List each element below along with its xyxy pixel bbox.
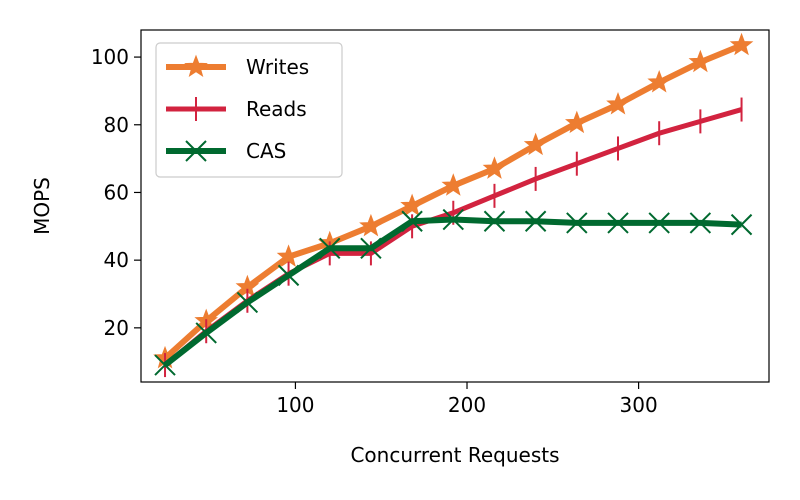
x-axis-label: Concurrent Requests <box>350 443 559 467</box>
data-point-writes <box>400 193 424 217</box>
x-axis: 100 200 300 <box>276 382 658 417</box>
data-point-writes <box>565 110 589 134</box>
x-tick-label: 300 <box>620 393 658 417</box>
y-tick-label: 60 <box>104 180 129 204</box>
series-cas <box>154 208 753 376</box>
data-point-cas <box>607 212 629 234</box>
y-axis: 20 40 60 80 100 <box>91 45 141 340</box>
x-tick-label: 100 <box>276 393 314 417</box>
legend-item-reads: Reads <box>166 97 307 121</box>
legend-marker-cas <box>185 140 207 162</box>
legend-label: Reads <box>246 97 307 121</box>
data-point-writes <box>606 92 630 115</box>
data-point-cas <box>195 322 217 344</box>
data-point-cas <box>689 212 712 234</box>
legend-label: Writes <box>246 55 309 79</box>
data-point-writes <box>647 70 672 93</box>
data-point-cas <box>154 354 176 376</box>
y-axis-label: MOPS <box>30 177 54 235</box>
legend: Writes Reads CAS <box>155 42 343 178</box>
plot-frame <box>140 29 770 383</box>
data-point-writes <box>523 132 548 156</box>
data-point-writes <box>729 32 754 56</box>
data-point-cas <box>277 264 300 287</box>
y-tick-label: 20 <box>104 316 129 340</box>
data-point-writes <box>276 244 301 267</box>
data-point-cas <box>360 237 382 260</box>
data-point-cas <box>730 213 753 236</box>
data-point-cas <box>648 212 670 234</box>
data-point-cas <box>319 237 341 260</box>
legend-item-cas: CAS <box>166 139 286 163</box>
y-tick-label: 40 <box>104 248 129 272</box>
data-point-cas <box>442 208 464 231</box>
x-tick-label: 200 <box>448 393 486 417</box>
data-point-writes <box>482 156 507 179</box>
y-tick-label: 80 <box>104 113 129 137</box>
y-tick-label: 100 <box>91 45 129 69</box>
data-point-cas <box>524 210 547 232</box>
data-point-writes <box>688 49 713 73</box>
data-point-cas <box>483 210 506 232</box>
data-point-writes <box>359 213 383 237</box>
legend-item-writes: Writes <box>166 54 309 79</box>
data-point-cas <box>401 210 423 232</box>
legend-marker-writes <box>184 54 208 78</box>
data-point-cas <box>566 212 588 234</box>
series-layer <box>153 32 754 378</box>
series-writes <box>153 32 754 369</box>
data-point-writes <box>441 173 466 196</box>
data-point-cas <box>236 291 259 314</box>
legend-label: CAS <box>246 139 286 163</box>
